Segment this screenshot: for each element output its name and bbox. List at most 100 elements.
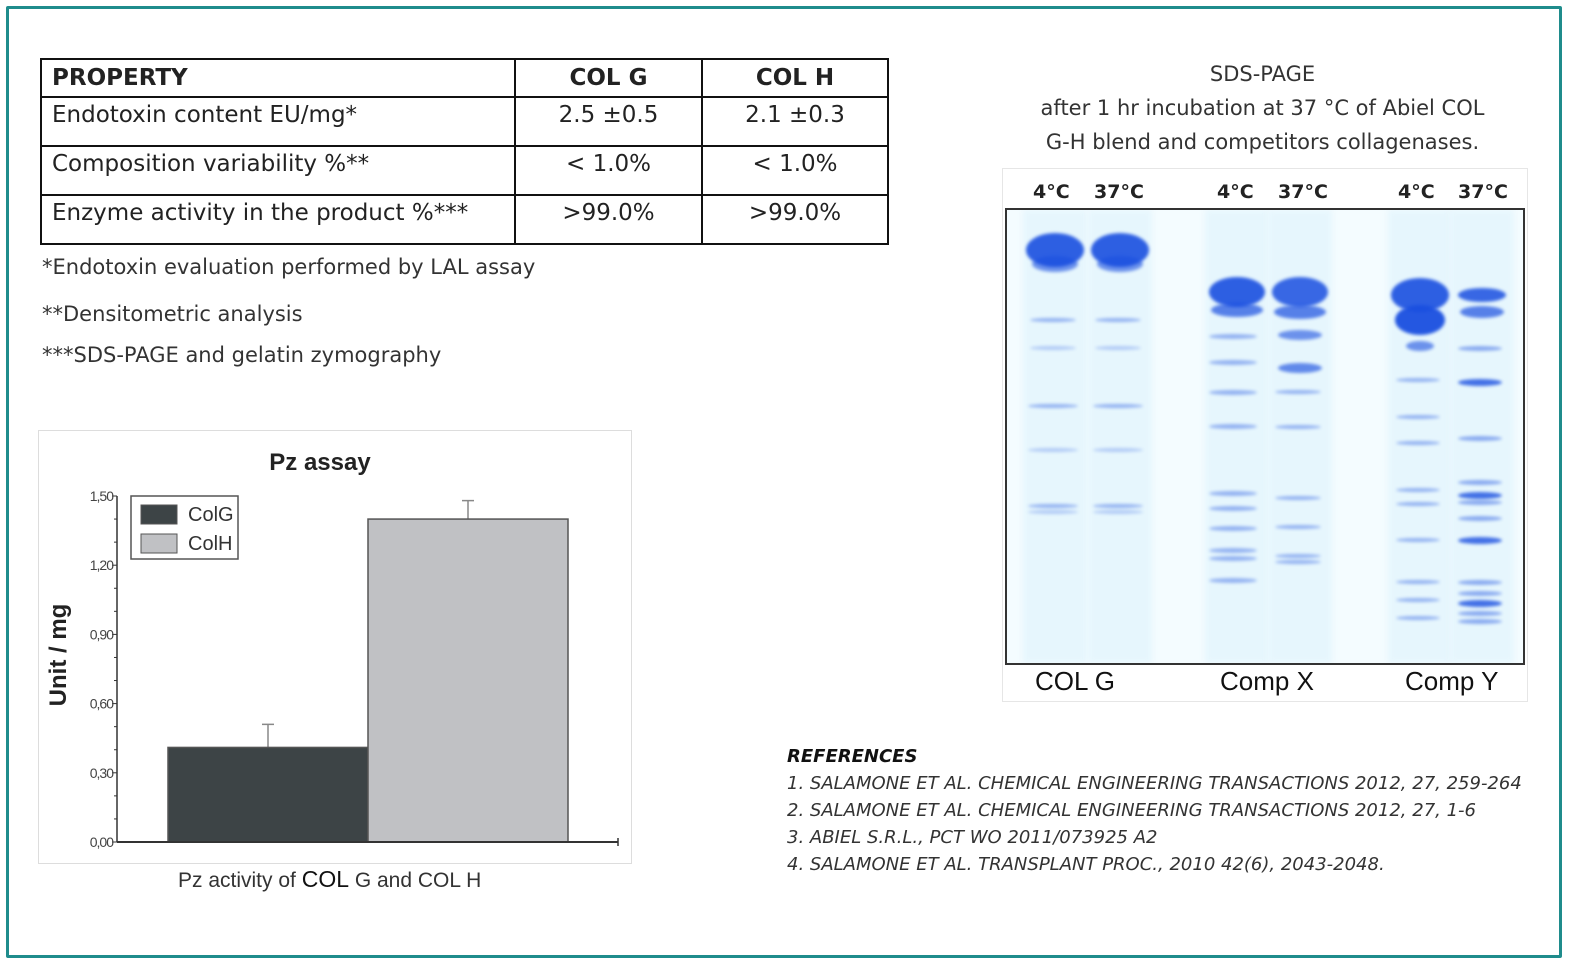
gel-band [1097, 256, 1143, 272]
gel-band [1028, 504, 1078, 508]
table-header-row: PROPERTY COL G COL H [40, 58, 889, 98]
gel-band [1093, 510, 1143, 514]
gel-band [1209, 277, 1265, 307]
gel-band [1458, 378, 1502, 386]
caption-bold: COL [301, 866, 349, 892]
lane-temp: 4°C [1217, 181, 1254, 203]
gel-band [1275, 560, 1321, 564]
bar-colh [367, 518, 569, 843]
gel-band [1458, 491, 1502, 499]
group-label: Comp Y [1405, 666, 1499, 696]
reference-item: 4. SALAMONE ET AL. TRANSPLANT PROC., 201… [787, 854, 1385, 875]
gel-band [1275, 390, 1321, 394]
header-col-h: COL H [701, 58, 889, 98]
gel-band [1458, 499, 1502, 505]
gel-band [1095, 318, 1141, 322]
references: REFERENCES 1. SALAMONE ET AL. CHEMICAL E… [787, 743, 1522, 878]
cell: 2.1 ±0.3 [701, 96, 889, 147]
legend-swatch [140, 504, 178, 525]
gel-band [1028, 448, 1078, 452]
gel-band [1093, 504, 1143, 508]
legend-label: ColG [188, 504, 234, 526]
gel-band [1211, 303, 1263, 317]
gel-band [1396, 598, 1440, 602]
gel-band [1030, 346, 1076, 350]
gel-title-line: SDS-PAGE [1209, 62, 1316, 86]
gel-image-frame [1002, 168, 1528, 702]
y-tick-label: 0,90 [90, 626, 114, 642]
gel-title-line: G-H blend and competitors collagenases. [1045, 130, 1480, 154]
lane-temp: 37°C [1458, 181, 1508, 203]
cell: Enzyme activity in the product %*** [40, 194, 516, 245]
lane-temp: 37°C [1278, 181, 1328, 203]
reference-item: 1. SALAMONE ET AL. CHEMICAL ENGINEERING … [787, 773, 1522, 794]
gel-band [1209, 555, 1257, 561]
y-tick-label: 0,00 [90, 834, 114, 850]
chart-caption: Pz activity of COL G and COL H [178, 866, 481, 893]
sds-page-gel-image [1005, 208, 1525, 665]
lane-temp: 37°C [1094, 181, 1144, 203]
cell: 2.5 ±0.5 [514, 96, 703, 147]
gel-band [1275, 425, 1321, 429]
references-heading: REFERENCES [787, 746, 918, 767]
gel-band [1406, 341, 1434, 351]
bar-colg [167, 746, 369, 843]
y-tick-label: 1,20 [90, 557, 114, 573]
gel-lane [1450, 210, 1514, 663]
gel-band [1209, 333, 1257, 339]
gel-band [1396, 488, 1440, 492]
chart-container [38, 430, 632, 864]
group-label: COL G [1035, 666, 1115, 696]
properties-table: PROPERTY COL G COL H Endotoxin content E… [40, 58, 889, 245]
gel-band [1396, 538, 1440, 542]
gel-band [1209, 389, 1257, 395]
gel-band [1028, 510, 1078, 514]
poster-frame [6, 6, 1562, 958]
gel-band [1395, 305, 1445, 335]
gel-band [1458, 288, 1506, 302]
y-tick-label: 0,30 [90, 765, 114, 781]
group-label: Comp X [1220, 666, 1314, 696]
gel-band [1275, 525, 1321, 529]
caption-pre: Pz activity of [178, 869, 302, 892]
gel-band [1093, 448, 1143, 452]
header-property: PROPERTY [40, 58, 516, 98]
table-row: Enzyme activity in the product %*** >99.… [40, 194, 889, 245]
gel-band [1458, 579, 1502, 585]
gel-band [1093, 404, 1143, 408]
gel-band [1458, 536, 1502, 544]
footnote-sds-page: ***SDS-PAGE and gelatin zymography [42, 343, 442, 367]
reference-item: 2. SALAMONE ET AL. CHEMICAL ENGINEERING … [787, 800, 1476, 821]
chart-title: Pz assay [269, 449, 371, 476]
lane-temp: 4°C [1033, 181, 1070, 203]
gel-band [1278, 330, 1322, 340]
caption-post: G and COL H [349, 869, 482, 892]
gel-band [1396, 580, 1440, 584]
gel-title-line: after 1 hr incubation at 37 °C of Abiel … [1040, 96, 1485, 120]
y-tick-label: 0,60 [90, 696, 114, 712]
gel-band [1032, 256, 1078, 272]
cell: >99.0% [701, 194, 889, 245]
gel-band [1396, 502, 1440, 506]
gel-band [1209, 577, 1257, 583]
table-row: Composition variability %** < 1.0% < 1.0… [40, 145, 889, 196]
gel-band [1396, 415, 1440, 419]
cell: Endotoxin content EU/mg* [40, 96, 516, 147]
footnote-endotoxin: *Endotoxin evaluation performed by LAL a… [42, 255, 536, 279]
gel-band [1396, 378, 1440, 382]
cell: < 1.0% [701, 145, 889, 196]
gel-band [1458, 479, 1502, 485]
gel-band [1458, 599, 1502, 607]
gel-band [1272, 277, 1328, 307]
gel-band [1209, 359, 1257, 365]
gel-band [1275, 554, 1321, 558]
gel-band [1209, 490, 1257, 496]
gel-band [1458, 345, 1502, 351]
gel-band [1460, 306, 1504, 318]
legend-swatch [140, 533, 178, 554]
gel-band [1396, 441, 1440, 445]
gel-band [1274, 305, 1326, 319]
cell: < 1.0% [514, 145, 703, 196]
gel-band [1028, 404, 1078, 408]
